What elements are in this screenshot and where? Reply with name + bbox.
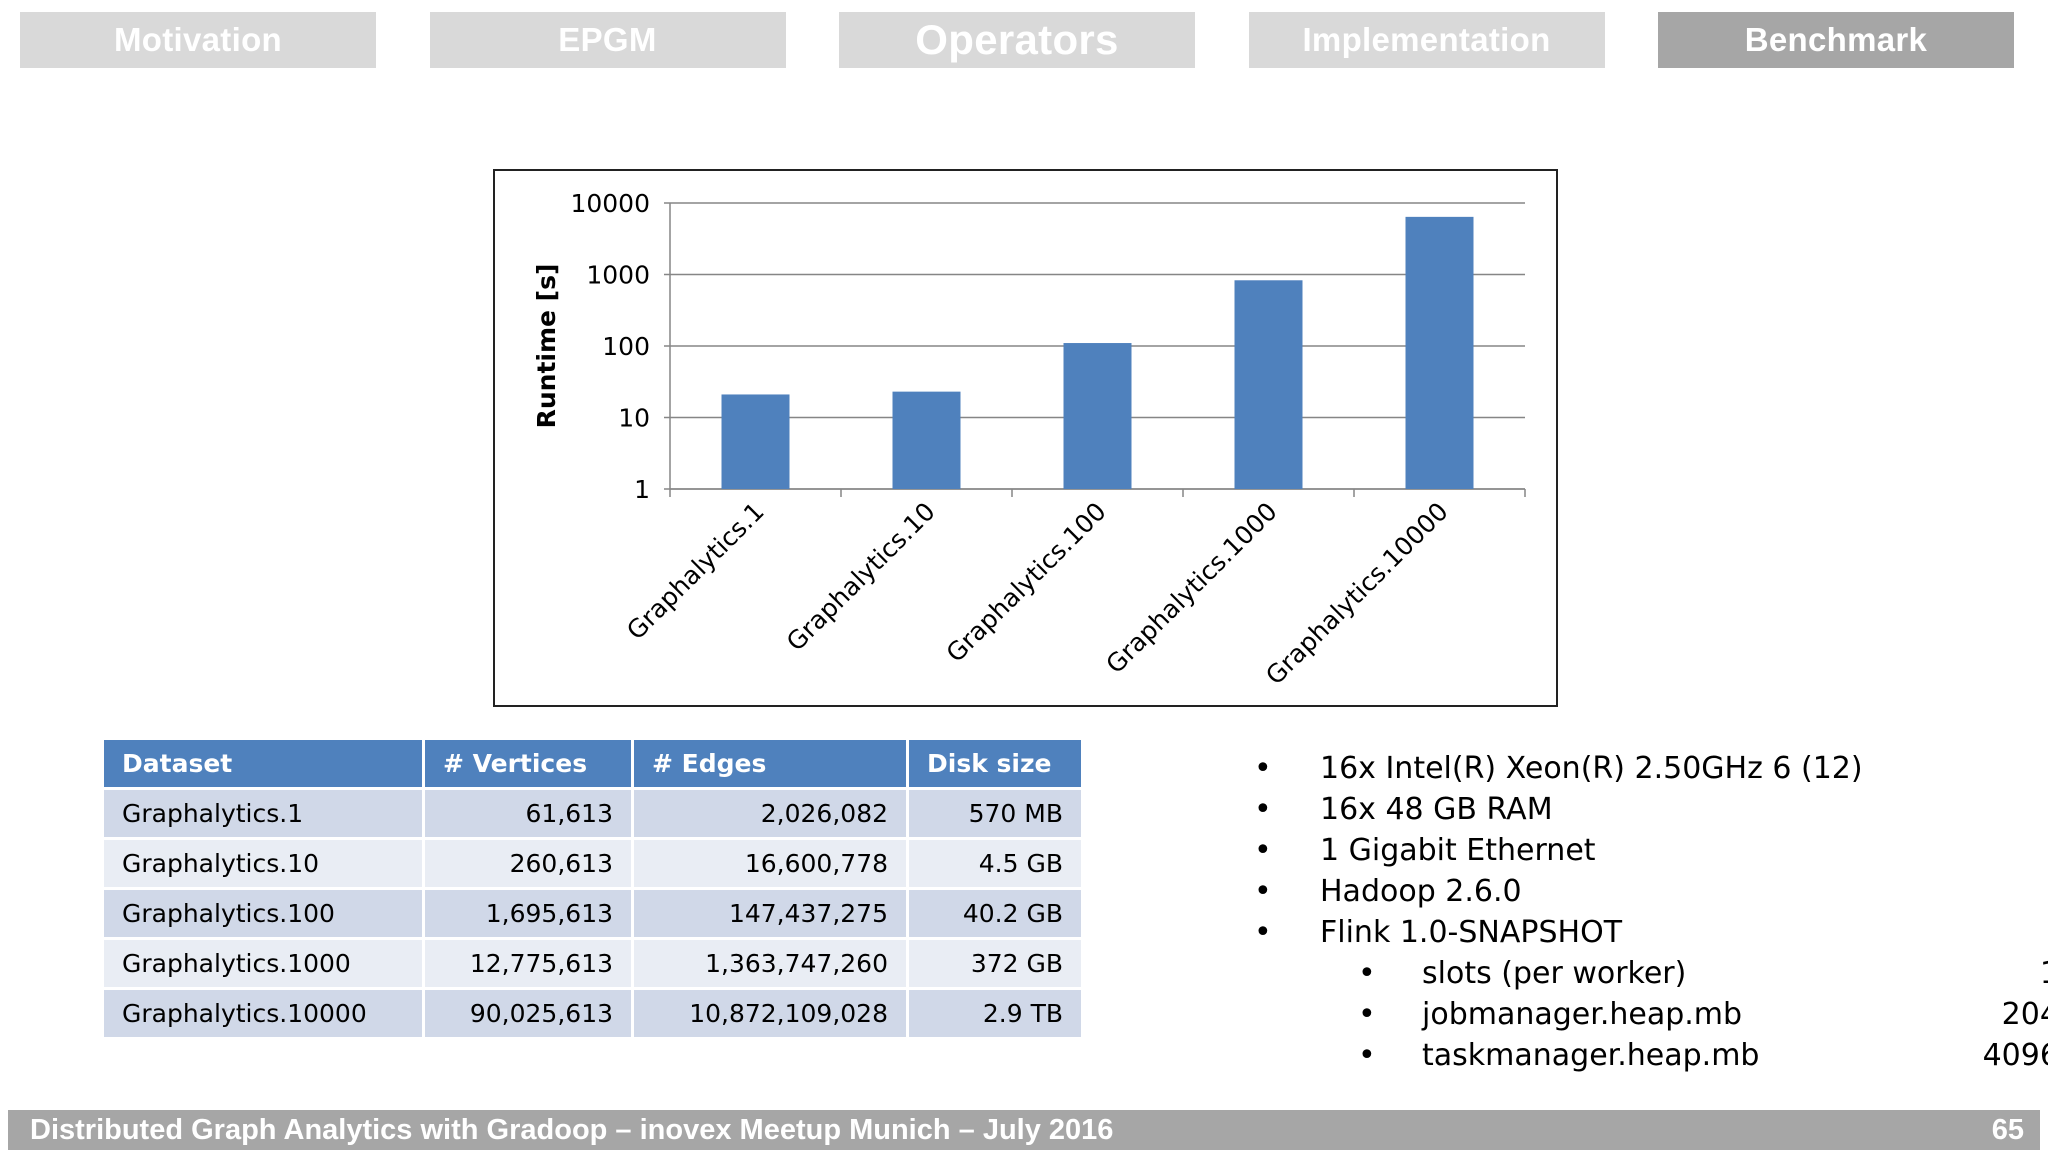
config-value: 2048 [2001, 997, 2048, 1032]
bullet: • [1358, 1038, 1376, 1073]
dataset-table: Dataset # Vertices # Edges Disk size Gra… [104, 740, 1084, 1040]
cell-dataset: Graphalytics.10000 [104, 990, 425, 1040]
section-nav: Motivation EPGM Operators Implementation… [20, 12, 2014, 68]
footer-bar: Distributed Graph Analytics with Gradoop… [8, 1110, 2040, 1150]
cell-disk-size: 4.5 GB [909, 840, 1084, 890]
bullet: • [1254, 792, 1272, 827]
y-axis-label: Runtime [s] [532, 264, 561, 429]
config-key: jobmanager.heap.mb [1422, 997, 1743, 1032]
bullet: • [1358, 997, 1376, 1032]
cell-edges: 10,872,109,028 [634, 990, 909, 1040]
runtime-chart-svg: 10000 1000 100 10 1 Runtime [s] Graphalytics.1… [532, 189, 1526, 691]
cell-dataset: Graphalytics.100 [104, 890, 425, 940]
cell-dataset: Graphalytics.1 [104, 790, 425, 840]
cell-vertices: 90,025,613 [425, 990, 634, 1040]
table-row: Graphalytics.1 61,613 2,026,082 570 MB [104, 790, 1084, 840]
bar [1063, 343, 1132, 489]
bullet: • [1254, 751, 1272, 786]
cell-edges: 147,437,275 [634, 890, 909, 940]
spec-text: Flink 1.0-SNAPSHOT [1320, 915, 1623, 950]
bar [721, 394, 790, 489]
cell-disk-size: 570 MB [909, 790, 1084, 840]
spec-text: 16x 48 GB RAM [1320, 792, 1553, 827]
bullet: • [1254, 833, 1272, 868]
tab-benchmark[interactable]: Benchmark [1658, 12, 2014, 68]
bullet: • [1254, 874, 1272, 909]
x-tick-label: Graphalytics.1000 [1100, 497, 1282, 679]
cell-edges: 16,600,778 [634, 840, 909, 890]
cell-vertices: 1,695,613 [425, 890, 634, 940]
table-row: Graphalytics.1000 12,775,613 1,363,747,2… [104, 940, 1084, 990]
y-tick-label: 10 [618, 404, 650, 433]
table-row: Graphalytics.10000 90,025,613 10,872,109… [104, 990, 1084, 1040]
y-tick-label: 10000 [570, 189, 650, 218]
spec-text: 1 Gigabit Ethernet [1320, 833, 1596, 868]
bar [1405, 216, 1474, 489]
config-value: 40960 [1982, 1038, 2048, 1073]
config-value: 12 [1654, 953, 2048, 994]
tab-implementation[interactable]: Implementation [1248, 12, 1605, 68]
config-key: slots (per worker) [1422, 956, 1687, 991]
y-tick-label: 1000 [586, 261, 650, 290]
spec-text: Hadoop 2.6.0 [1320, 874, 1522, 909]
table-header-row: Dataset # Vertices # Edges Disk size [104, 740, 1084, 790]
x-tick-label: Graphalytics.10 [781, 497, 941, 657]
header-edges: # Edges [634, 740, 909, 790]
cell-vertices: 12,775,613 [425, 940, 634, 990]
cell-edges: 2,026,082 [634, 790, 909, 840]
y-tick-label: 100 [602, 332, 650, 361]
cell-vertices: 61,613 [425, 790, 634, 840]
page-number: 65 [1991, 1114, 2024, 1146]
table-row: Graphalytics.100 1,695,613 147,437,275 4… [104, 890, 1084, 940]
header-dataset: Dataset [104, 740, 425, 790]
cell-disk-size: 2.9 TB [909, 990, 1084, 1040]
x-tick-label: Graphalytics.100 [941, 497, 1112, 668]
cell-disk-size: 372 GB [909, 940, 1084, 990]
header-vertices: # Vertices [425, 740, 634, 790]
spec-text: 16x Intel(R) Xeon(R) 2.50GHz 6 (12) [1320, 751, 1863, 786]
bullet: • [1358, 956, 1376, 991]
cell-vertices: 260,613 [425, 840, 634, 890]
runtime-chart: 10000 1000 100 10 1 Runtime [s] Graphalytics.1… [493, 169, 1558, 707]
x-tick-label: Graphalytics.10000 [1260, 497, 1454, 691]
y-tick-label: 1 [634, 475, 650, 504]
tab-motivation[interactable]: Motivation [20, 12, 376, 68]
bar [1234, 280, 1303, 489]
tab-epgm[interactable]: EPGM [429, 12, 786, 68]
cell-dataset: Graphalytics.1000 [104, 940, 425, 990]
tab-operators[interactable]: Operators [839, 12, 1195, 68]
cell-dataset: Graphalytics.10 [104, 840, 425, 890]
bar [892, 391, 961, 489]
cell-disk-size: 40.2 GB [909, 890, 1084, 940]
x-tick-label: Graphalytics.1 [621, 497, 770, 646]
bullet: • [1254, 915, 1272, 950]
footer-title: Distributed Graph Analytics with Gradoop… [30, 1114, 1114, 1146]
config-key: taskmanager.heap.mb [1422, 1038, 1760, 1073]
cell-edges: 1,363,747,260 [634, 940, 909, 990]
table-row: Graphalytics.10 260,613 16,600,778 4.5 G… [104, 840, 1084, 890]
header-disk-size: Disk size [909, 740, 1084, 790]
